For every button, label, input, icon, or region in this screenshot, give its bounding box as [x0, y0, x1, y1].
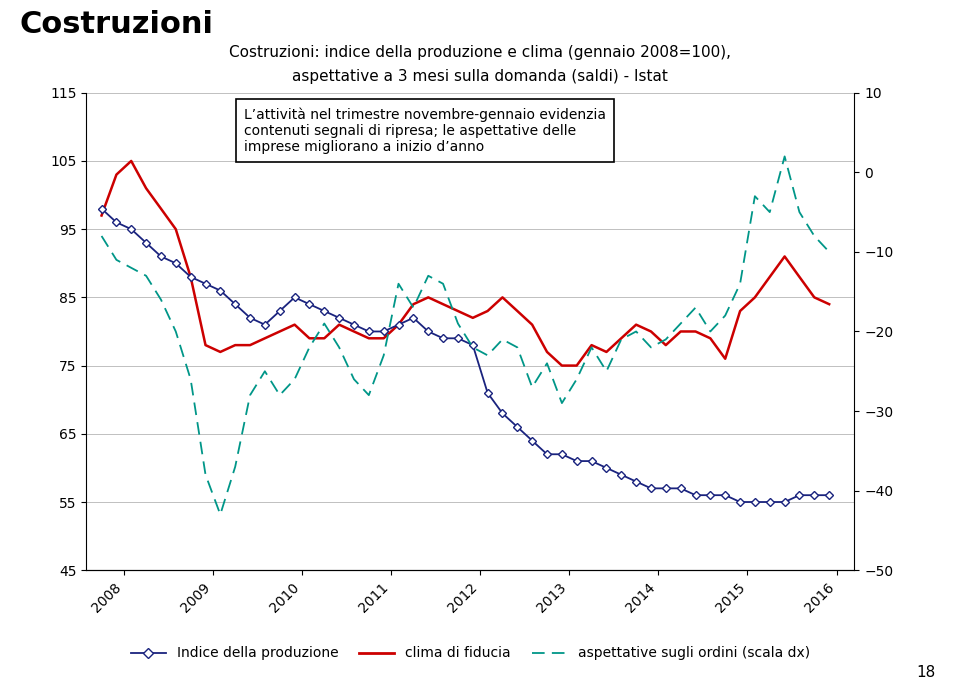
Text: 18: 18 — [917, 665, 936, 680]
Text: L’attività nel trimestre novembre-gennaio evidenzia
contenuti segnali di ripresa: L’attività nel trimestre novembre-gennai… — [244, 107, 606, 154]
Text: Costruzioni: indice della produzione e clima (gennaio 2008=100),: Costruzioni: indice della produzione e c… — [229, 45, 731, 60]
Text: aspettative a 3 mesi sulla domanda (saldi) - Istat: aspettative a 3 mesi sulla domanda (sald… — [292, 69, 668, 84]
Text: Costruzioni: Costruzioni — [19, 10, 213, 39]
Legend: Indice della produzione, clima di fiducia, aspettative sugli ordini (scala dx): Indice della produzione, clima di fiduci… — [126, 641, 815, 666]
